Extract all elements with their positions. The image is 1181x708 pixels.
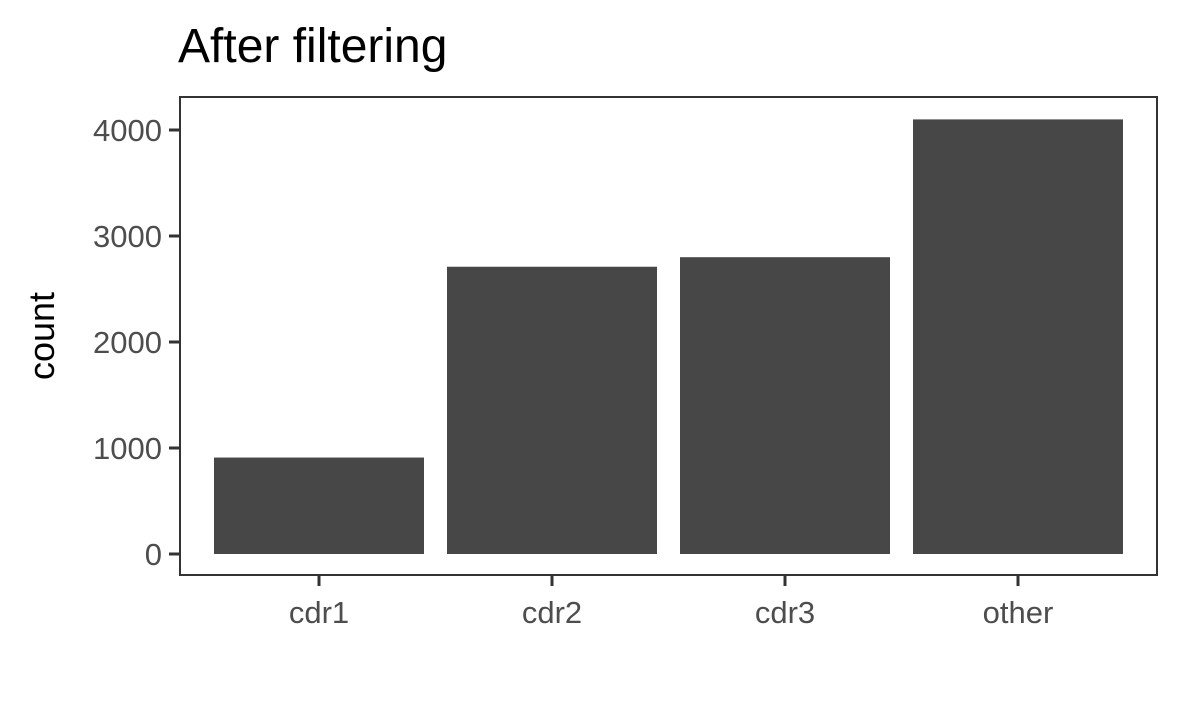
x-tick-label: other (983, 595, 1054, 630)
bar-cdr2 (447, 266, 657, 554)
x-tick-label: cdr2 (522, 595, 582, 630)
plot-panel-border (179, 96, 1158, 576)
bars-group (214, 119, 1123, 555)
y-tick-label: 3000 (93, 219, 162, 254)
y-tick-label: 4000 (93, 113, 162, 148)
x-tick-label: cdr3 (755, 595, 815, 630)
y-tick-label: 2000 (93, 325, 162, 360)
y-tick-label: 0 (145, 537, 162, 572)
bar-cdr1 (214, 457, 424, 554)
x-axis-ticks: cdr1 cdr2 cdr3 other (289, 575, 1053, 630)
y-axis-ticks: 0 1000 2000 3000 4000 (93, 113, 180, 572)
x-tick-label: cdr1 (289, 595, 349, 630)
bar-cdr3 (680, 257, 890, 554)
chart-title: After filtering (178, 20, 447, 73)
y-tick-label: 1000 (93, 431, 162, 466)
y-axis-label: count (21, 292, 62, 380)
bar-other (913, 119, 1123, 555)
